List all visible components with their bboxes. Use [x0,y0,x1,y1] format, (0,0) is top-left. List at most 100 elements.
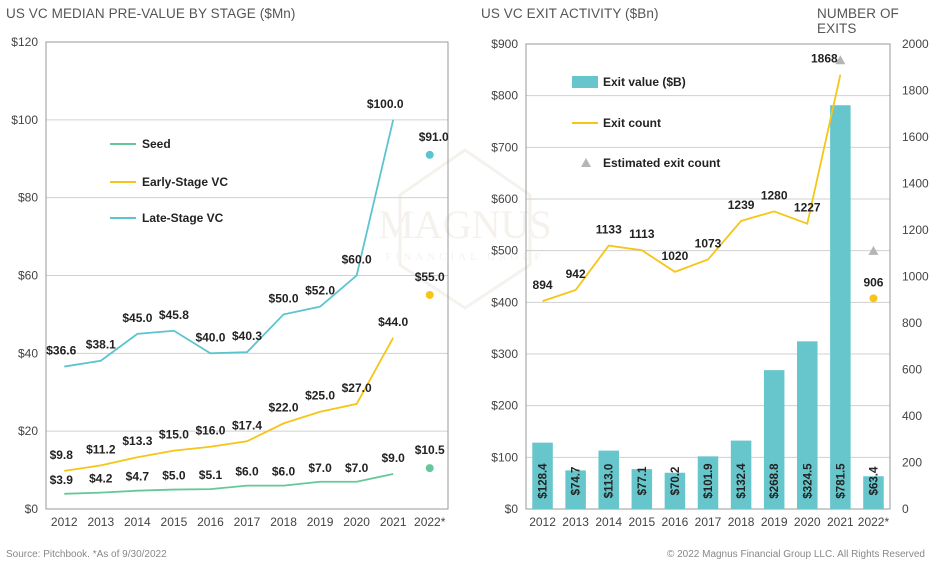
early-stage-data-label: $9.8 [50,448,74,462]
seed-data-label: $4.7 [126,470,150,484]
seed-data-label: $7.0 [345,461,369,475]
early-stage-data-label: $15.0 [159,428,189,442]
early-stage-data-label: $25.0 [305,389,335,403]
late-stage-data-label: $100.0 [367,97,404,111]
exit-count-label: 894 [533,278,553,292]
exit-value-bar-label: $268.8 [769,463,781,499]
estimated-exit-legend-marker [581,158,591,167]
y2-tick-label: 1800 [902,84,929,98]
x-tick-label: 2020 [794,515,821,529]
early-stage-data-label: $17.4 [232,418,262,432]
y2-tick-label: 0 [902,502,909,516]
exit-value-bar [763,370,785,509]
late-stage-data-label: $52.0 [305,284,335,298]
exit-value-legend-label: Exit value ($B) [603,75,686,89]
exit-count-label: 1227 [794,201,821,215]
late-stage-data-label: $60.0 [342,253,372,267]
early-stage-2022-estimate-point [425,290,434,299]
y-tick-label: $900 [491,37,518,51]
x-tick-label: 2016 [662,515,689,529]
exit-value-bar [697,456,719,509]
exit-value-bar-label: $132.4 [736,463,748,499]
y-tick-label: $40 [18,346,38,360]
seed-data-label: $5.1 [199,468,223,482]
exit-value-bar [598,450,619,509]
y-tick-label: $20 [18,424,38,438]
left-chart: $0 $20 $40 $60 $80 $100 $120 2012 2013 2014 2015 20… [11,35,449,529]
exit-count-label: 1280 [761,188,788,202]
early-stage-data-label: $22.0 [269,400,299,414]
exit-value-bar [565,470,586,509]
x-tick-label: 2017 [695,515,722,529]
exit-value-bar-label: $74.7 [571,467,583,496]
x-tick-label: 2018 [728,515,755,529]
exit-count-label: 1868 [811,52,838,66]
svg-text:MAGNUS: MAGNUS [378,202,551,247]
seed-data-label: $4.2 [89,472,113,486]
y2-tick-label: 2000 [902,37,929,51]
exit-count-label: 1239 [728,198,755,212]
y2-tick-label: 200 [902,456,922,470]
late-stage-data-label: $91.0 [419,130,449,144]
early-stage-data-label: $11.2 [86,442,116,456]
seed-data-label: $7.0 [308,461,332,475]
y-tick-label: $400 [491,295,518,309]
exit-value-bar-label: $101.9 [703,463,715,498]
y2-tick-label: 1600 [902,130,929,144]
y-tick-label: $300 [491,347,518,361]
late-stage-data-label: $40.3 [232,329,262,343]
seed-data-label: $10.5 [415,443,445,457]
exit-value-bar-label: $128.4 [538,463,550,499]
y-tick-label: $500 [491,244,518,258]
y-tick-label: $100 [491,450,518,464]
watermark-logo: MAGNUS FINANCIAL GROUP [378,148,552,310]
x-tick-label: 2019 [307,515,334,529]
exit-count-label: 942 [566,267,586,281]
early-stage-data-label: $13.3 [122,434,152,448]
x-tick-label: 2021 [380,515,407,529]
exit-count-label: 1113 [629,227,655,241]
late-stage-data-label: $40.0 [195,330,225,344]
y2-tick-label: 1400 [902,177,929,191]
x-tick-label: 2019 [761,515,788,529]
x-tick-label: 2014 [595,515,622,529]
y-tick-label: $60 [18,269,38,283]
exit-value-bar [830,105,851,509]
exit-value-bar [664,472,686,509]
y-tick-label: $0 [25,502,39,516]
copyright-note: © 2022 Magnus Financial Group LLC. All R… [666,549,925,560]
x-tick-label: 2012 [51,515,78,529]
seed-legend-label: Seed [142,137,171,151]
source-note: Source: Pitchbook. *As of 9/30/2022 [6,549,167,560]
x-tick-label: 2022* [414,515,446,529]
exit-count-label: 1020 [662,249,689,263]
exit-value-bar [532,442,553,509]
exit-value-bar [730,440,752,509]
exit-value-legend-swatch [572,76,598,88]
exit-value-bar [631,469,653,509]
x-tick-label: 2014 [124,515,151,529]
left-chart-title: US VC MEDIAN PRE-VALUE BY STAGE ($Mn) [6,6,296,21]
y2-tick-label: 1200 [902,223,929,237]
right-chart-title: US VC EXIT ACTIVITY ($Bn) [481,6,659,21]
y-tick-label: $120 [11,35,38,49]
x-tick-label: 2020 [343,515,370,529]
y2-tick-label: 600 [902,363,922,377]
exit-value-bar-label: $324.5 [802,463,814,499]
late-stage-data-label: $45.0 [122,311,152,325]
exit-count-label: 1073 [695,237,722,251]
exit-value-bar-label: $70.2 [670,467,682,496]
seed-data-label: $9.0 [382,451,406,465]
y2-tick-label: 1000 [902,270,929,284]
x-tick-label: 2017 [234,515,261,529]
exit-value-bar [797,341,818,509]
y-tick-label: $200 [491,399,518,413]
x-tick-label: 2021 [827,515,854,529]
early-stage-data-label: $16.0 [195,424,225,438]
seed-line [64,473,394,495]
x-tick-label: 2012 [529,515,556,529]
late-stage-data-label: $45.8 [159,308,189,322]
late-stage-legend-label: Late-Stage VC [142,211,224,225]
exit-count-line [542,74,842,302]
seed-data-label: $6.0 [272,465,296,479]
